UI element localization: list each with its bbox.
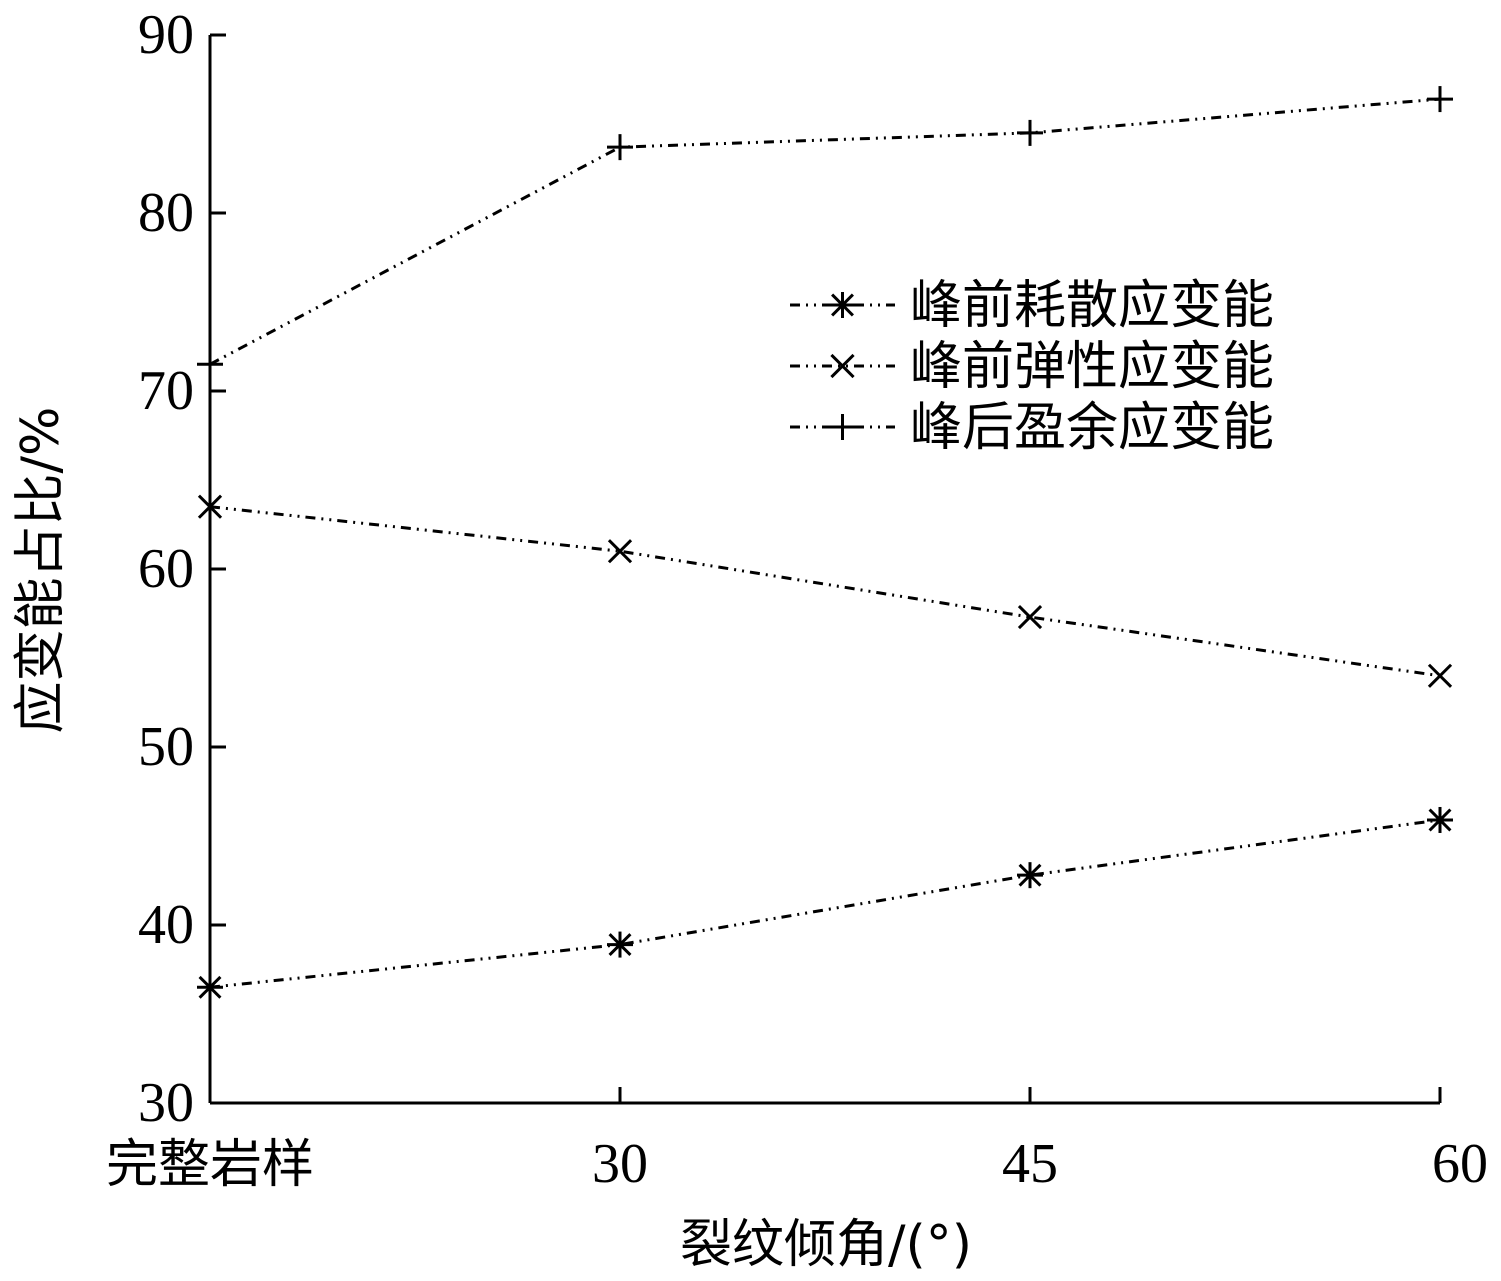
series-markers [197,86,1453,1001]
data-point [1017,119,1043,146]
series-lines [209,97,1441,989]
legend-label: 峰前耗散应变能 [910,276,1274,336]
data-point [1427,86,1453,113]
x-tick-label: 完整岩样 [106,1135,314,1195]
data-point [607,539,633,564]
axes [208,35,1440,1105]
y-ticks: 30 40 50 60 70 80 90 [138,4,226,1134]
data-point [1427,663,1453,688]
x-tick-label: 30 [592,1133,648,1195]
legend-marker [829,292,856,318]
legend-item: 峰前耗散应变能 [790,276,1274,336]
y-axis-title: 应变能占比/% [11,407,71,734]
series-line [209,97,1441,366]
legend-marker [829,414,856,440]
series-line [209,818,1441,989]
y-tick-label: 70 [138,360,194,422]
y-tick-label: 50 [138,716,194,778]
y-tick-label: 90 [138,4,194,66]
data-point [607,931,633,958]
data-point [1017,604,1043,630]
y-tick-label: 80 [138,182,194,244]
x-ticks: 完整岩样 30 45 60 [106,1087,1488,1195]
data-point [1017,862,1043,889]
legend-label: 峰后盈余应变能 [910,398,1274,458]
y-tick-label: 60 [138,538,194,600]
x-tick-label: 60 [1432,1133,1488,1195]
data-point [607,134,633,161]
legend-item: 峰前弹性应变能 [790,337,1274,397]
y-tick-label: 40 [138,894,194,956]
legend-item: 峰后盈余应变能 [790,398,1274,458]
series-line [209,505,1441,678]
legend-label: 峰前弹性应变能 [910,337,1274,397]
x-axis-title: 裂纹倾角/(°) [680,1215,972,1275]
data-point [1427,806,1453,833]
x-tick-label: 45 [1002,1133,1058,1195]
legend-marker [830,353,855,379]
y-tick-label: 30 [138,1072,194,1134]
